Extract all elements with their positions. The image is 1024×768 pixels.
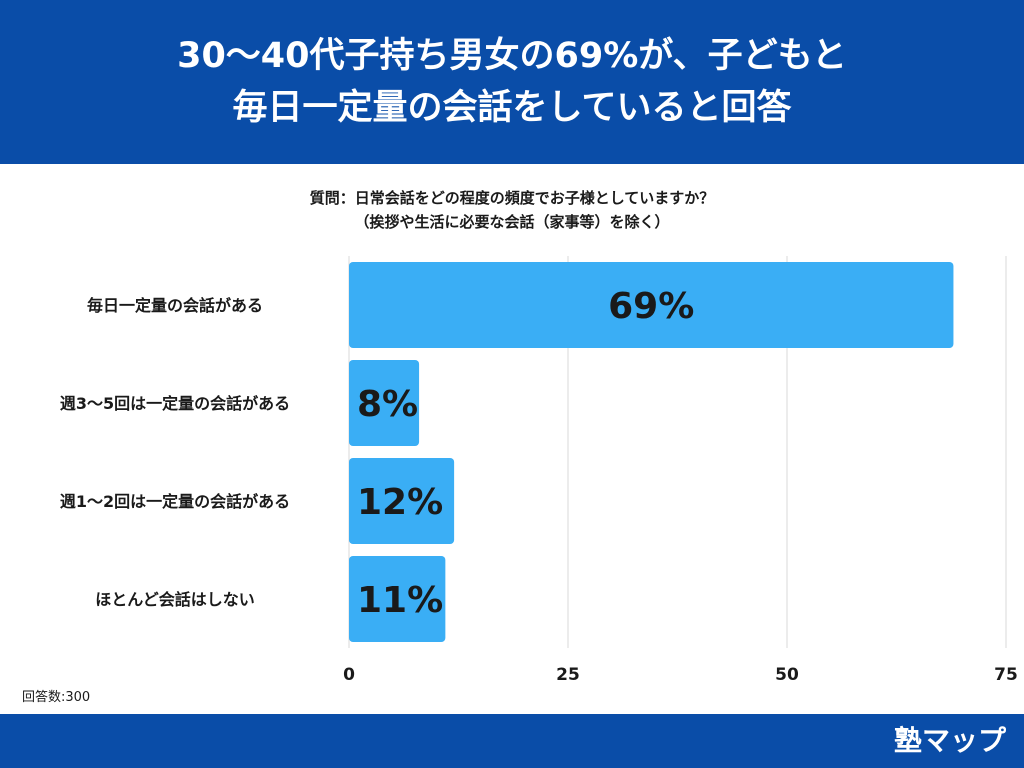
category-label-2: 週1〜2回は一定量の会話がある (60, 492, 290, 511)
sample-size-label: 回答数:300 (22, 690, 91, 705)
bar-layer (349, 262, 954, 642)
value-label-1: 8% (357, 384, 418, 425)
value-label-0: 69% (608, 286, 694, 327)
question-line-1: 質問：日常会話をどの程度の頻度でお子様としていますか？ (309, 189, 715, 207)
bar-2 (349, 458, 455, 544)
brand-logo: 塾マップ (893, 724, 1006, 757)
bar-3 (349, 556, 446, 642)
question-line-2: （挨拶や生活に必要な会話（家事等）を除く） (354, 213, 670, 231)
tick-layer: 0 25 50 75 (343, 665, 1018, 685)
value-label-2: 12% (357, 482, 443, 523)
question-text: 質問：日常会話をどの程度の頻度でお子様としていますか？ （挨拶や生活に必要な会話… (0, 186, 1024, 234)
title-line-2: 毎日一定量の会話をしていると回答 (232, 88, 792, 128)
x-tick-label-0: 0 (343, 665, 355, 685)
bar-0 (349, 262, 954, 348)
x-tick-label-25: 25 (556, 665, 580, 685)
value-label-3: 11% (357, 580, 443, 621)
title-line-1: 30〜40代子持ち男女の69%が、子どもと (177, 36, 847, 76)
category-label-3: ほとんど会話はしない (95, 590, 255, 609)
footer-banner: 塾マップ (0, 714, 1024, 768)
bar-1 (349, 360, 420, 446)
category-label-1: 週3〜5回は一定量の会話がある (60, 394, 290, 413)
header-banner: 30〜40代子持ち男女の69%が、子どもと 毎日一定量の会話をしていると回答 (0, 0, 1024, 164)
bar-chart: 毎日一定量の会話がある 69% 週3〜5回は一定量の会話がある 8% 週1〜2回は一定量… (60, 256, 1018, 685)
x-tick-label-75: 75 (994, 665, 1018, 685)
x-tick-label-50: 50 (775, 665, 799, 685)
label-layer: 毎日一定量の会話がある 69% 週3〜5回は一定量の会話がある 8% 週1〜2回は一定量… (60, 286, 694, 621)
category-label-0: 毎日一定量の会話がある (87, 296, 263, 315)
